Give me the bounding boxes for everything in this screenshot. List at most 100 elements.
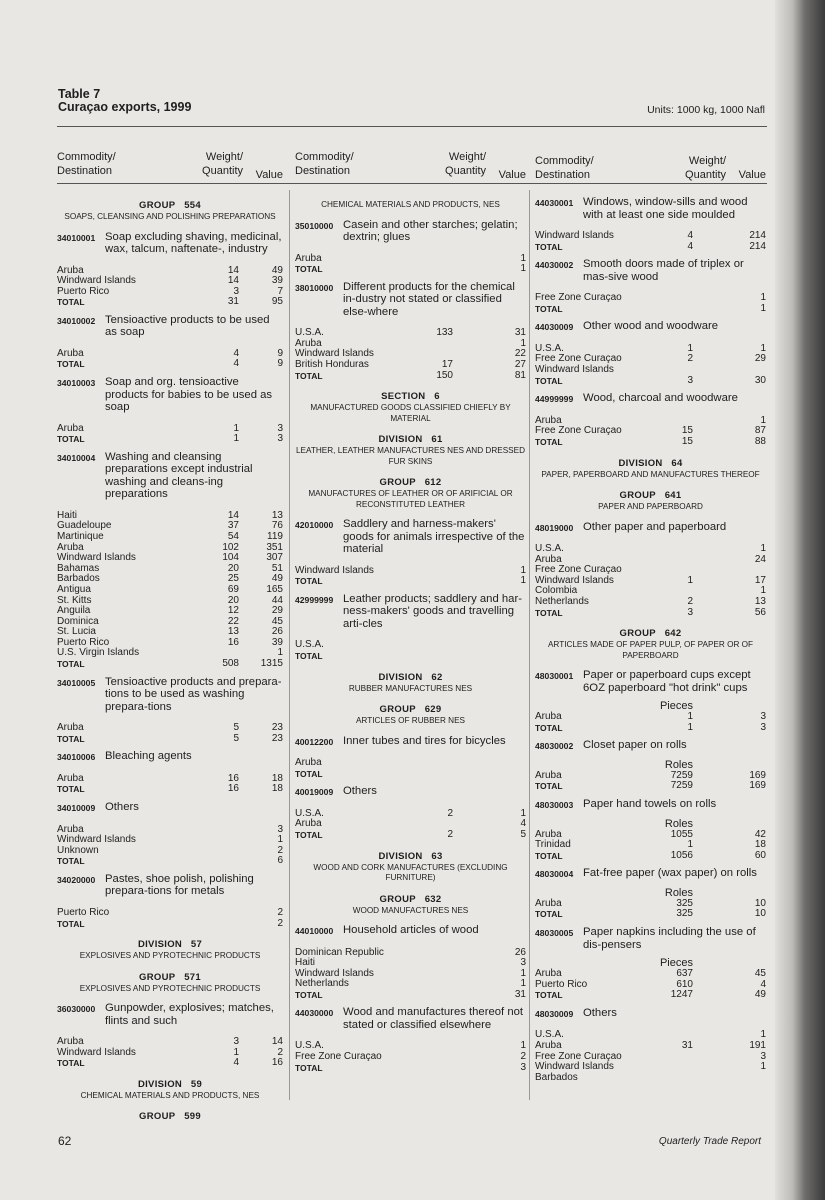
section-heading: GROUP 612 MANUFACTURES OF LEATHER OR OF A…	[295, 477, 526, 510]
quantity-value	[393, 958, 453, 969]
destination-row: Unknown 2	[57, 844, 283, 857]
commodity-item: 42999999 Leather products; saddlery and h…	[295, 593, 526, 662]
total-row: TOTAL 31 95	[57, 297, 283, 308]
destination-row: Windward Islands 1	[57, 835, 283, 846]
value-amount: 3	[277, 422, 283, 434]
quantity-unit: Roles	[664, 758, 693, 771]
quantity-value	[179, 856, 239, 867]
value-amount: 44	[271, 594, 283, 606]
destination-row: Aruba 325 10	[535, 897, 766, 910]
value-amount: 60	[754, 849, 766, 861]
total-label: TOTAL	[535, 909, 563, 920]
total-row: TOTAL 1 3	[57, 434, 283, 445]
destination-name: St. Lucia	[57, 626, 96, 638]
destination-row: Aruba 4	[295, 819, 526, 830]
value-amount: 3	[760, 711, 766, 723]
value-amount: 3	[760, 1050, 766, 1062]
destination-row: Aruba	[295, 757, 526, 769]
commodity-text: Washing and cleansing preparations excep…	[105, 450, 253, 501]
commodity-item: 34010006 Bleaching agents Aruba 16 18 TOTAL 16…	[57, 750, 283, 795]
quantity-value: 13	[227, 626, 239, 638]
destination-row: Bahamas 20 51	[57, 562, 283, 575]
value-amount: 1	[520, 575, 526, 587]
commodity-label: Commodity/	[57, 151, 116, 163]
heading-subtitle: LEATHER, LEATHER MANUFACTURES NES AND DR…	[296, 446, 525, 466]
column-body: GROUP 554 SOAPS, CLEANSING AND POLISHING …	[57, 182, 283, 1123]
destination-name: Netherlands	[535, 596, 589, 607]
value-amount: 1	[760, 1061, 766, 1073]
commodity-item: 48030009 Others U.S.A. 1 Aruba 31 191 Free Zone…	[535, 1007, 766, 1083]
destination-name: Barbados	[57, 573, 100, 585]
value-amount: 1	[760, 543, 766, 555]
destination-row: Windward Islands 4 214	[535, 230, 766, 242]
heading-title: GROUP 599	[139, 1111, 201, 1123]
destination-name: Aruba	[295, 252, 322, 264]
commodity-code: 36030000	[57, 1004, 96, 1015]
destination-name: U.S.A.	[535, 543, 564, 555]
quantity-value	[633, 586, 693, 597]
quantity-value: 3	[687, 606, 693, 618]
total-row: TOTAL 1	[535, 302, 766, 315]
value-amount: 18	[754, 839, 766, 851]
destination-name: Haiti	[57, 509, 78, 521]
quantity-value: 1247	[670, 989, 693, 1001]
destination-name: Windward Islands	[57, 1046, 136, 1058]
destination-row: Windward Islands 1 17	[535, 574, 766, 587]
destination-name: U.S.A.	[295, 807, 324, 819]
value-amount: 14	[271, 1036, 283, 1048]
commodity-item: 44030001 Windows, window-sills and wood w…	[535, 196, 766, 252]
destination-row: Windward Islands 104 307	[57, 553, 283, 564]
value-amount: 26	[271, 626, 283, 638]
commodity-text: Others	[343, 785, 377, 798]
commodity-code: 44030000	[295, 1008, 334, 1019]
table-number: Table 7	[58, 87, 101, 101]
value-amount: 1	[520, 978, 526, 990]
value-amount: 191	[749, 1039, 766, 1051]
quantity-value: 1	[687, 574, 693, 586]
quantity-value: 20	[227, 594, 239, 606]
weight-header: Weight/Quantity	[636, 154, 726, 182]
destination-row: Aruba 637 45	[535, 968, 766, 980]
destination-row: U.S.A. 133 31	[295, 328, 526, 339]
quantity-value	[633, 555, 693, 566]
total-row: TOTAL 1	[295, 263, 526, 275]
commodity-text: Other wood and woodware	[583, 320, 719, 333]
total-label: TOTAL	[295, 370, 323, 381]
commodity-code: 44030001	[535, 198, 574, 208]
value-amount: 1	[760, 302, 766, 314]
quantity-value: 2	[447, 807, 453, 819]
value-amount	[453, 651, 526, 662]
column-header: Commodity/Destination Weight/Quantity Valu…	[57, 150, 283, 182]
total-label: TOTAL	[295, 768, 323, 779]
destination-row: Haiti 3	[295, 957, 526, 969]
weight-label: Weight/	[688, 155, 726, 167]
commodity-description: 38010000 Different products for the chemi…	[295, 281, 526, 319]
value-amount: 2	[277, 844, 283, 856]
destination-name: Aruba	[535, 897, 562, 909]
heading-subtitle: PAPER AND PAPERBOARD	[598, 502, 703, 512]
destination-row: Haiti 14 13	[57, 509, 283, 522]
section-heading: GROUP 554 SOAPS, CLEANSING AND POLISHING …	[57, 200, 283, 223]
total-row: TOTAL 15 88	[535, 436, 766, 448]
heading-subtitle: SOAPS, CLEANSING AND POLISHING PREPARATI…	[64, 212, 276, 221]
quantity-value: 508	[222, 658, 239, 670]
total-label: TOTAL	[535, 241, 563, 252]
quantity-value	[393, 640, 453, 651]
quantity-value: 20	[227, 562, 239, 574]
commodity-code: 48030003	[535, 800, 574, 811]
commodity-text: Leather products; saddlery and har-ness-…	[343, 592, 522, 630]
destination-name: Free Zone Curaçao	[295, 1051, 382, 1063]
column-header: Commodity/Destination Weight/Quantity Valu…	[535, 150, 766, 182]
quantity-value: 1	[687, 839, 693, 851]
commodity-item: 44999999 Wood, charcoal and woodware Aruba…	[535, 392, 766, 447]
destination-name: Aruba	[57, 772, 84, 784]
destination-name: Windward Islands	[57, 834, 136, 846]
value-label: Value	[738, 169, 766, 181]
commodity-text: Smooth doors made of triplex or mas-sive…	[583, 258, 744, 283]
quantity-value	[393, 254, 453, 265]
commodity-text: Wood and manufactures thereof not stated…	[343, 1006, 524, 1031]
value-amount: 1	[520, 263, 526, 275]
quantity-label: Quantity	[685, 169, 726, 181]
destination-name: Puerto Rico	[57, 285, 110, 297]
destination-row: Aruba 1 3	[535, 712, 766, 723]
